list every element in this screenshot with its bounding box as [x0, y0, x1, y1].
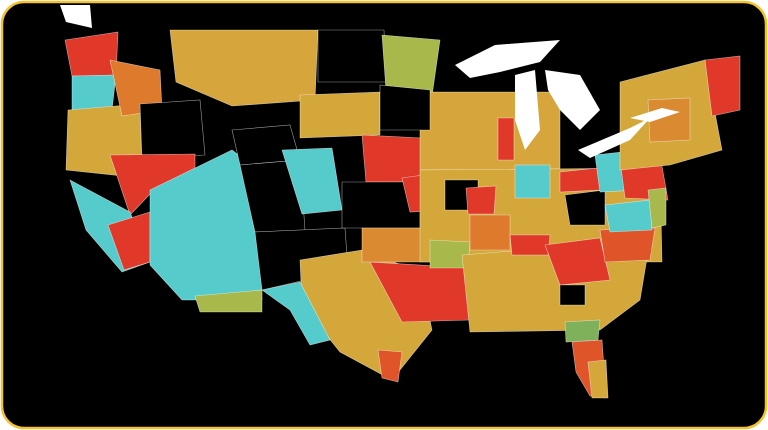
region	[299, 91, 381, 139]
region	[469, 214, 511, 251]
region	[465, 185, 497, 215]
lake	[515, 70, 540, 150]
region	[647, 187, 667, 229]
sound	[60, 5, 92, 28]
region	[647, 97, 691, 143]
regions	[64, 29, 741, 399]
region	[514, 164, 551, 199]
region	[587, 359, 609, 399]
region	[559, 284, 586, 306]
region	[379, 84, 431, 131]
lake	[455, 40, 560, 78]
lake	[545, 70, 600, 130]
region	[139, 99, 206, 159]
region	[261, 281, 331, 346]
lake	[578, 118, 650, 158]
region	[377, 349, 403, 383]
region	[497, 117, 515, 161]
region	[564, 319, 601, 343]
region	[599, 227, 656, 263]
region	[71, 74, 117, 111]
region	[194, 289, 263, 313]
region	[564, 189, 606, 226]
region	[559, 167, 601, 193]
region	[169, 29, 319, 107]
region	[509, 234, 551, 256]
region	[704, 55, 741, 117]
lake	[630, 108, 680, 122]
region	[317, 29, 387, 83]
region	[604, 199, 653, 233]
region	[544, 237, 611, 286]
great-lakes	[60, 5, 680, 158]
region	[361, 134, 423, 183]
region	[64, 31, 119, 77]
